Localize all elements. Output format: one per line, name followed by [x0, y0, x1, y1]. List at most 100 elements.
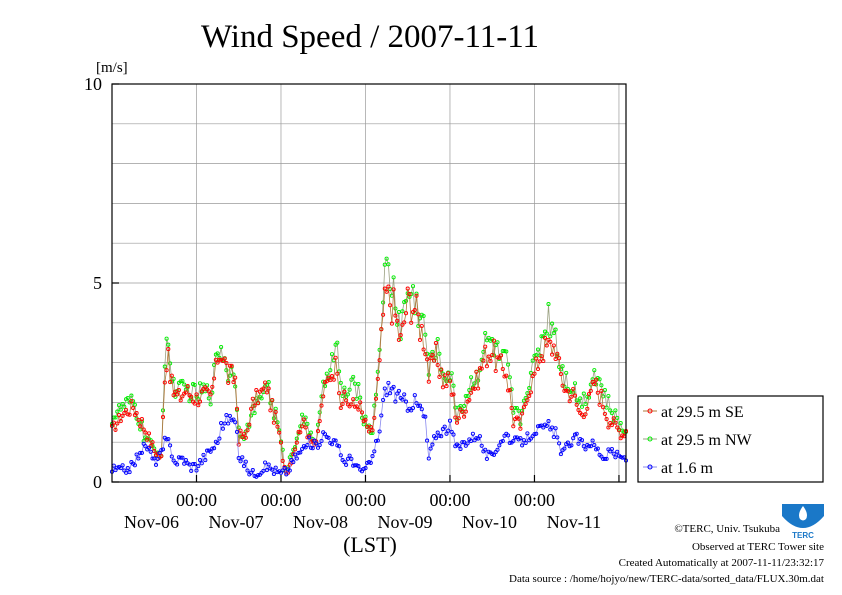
data-point [388, 303, 393, 308]
data-point [521, 438, 526, 443]
data-point [229, 363, 234, 368]
data-point [264, 468, 269, 473]
data-point [500, 366, 505, 372]
y-tick-label: 10 [84, 74, 102, 94]
data-point [423, 332, 428, 337]
data-point [234, 429, 240, 434]
data-point [579, 438, 585, 443]
data-point [525, 391, 530, 396]
data-point [178, 398, 183, 403]
data-point [484, 364, 489, 369]
data-point [139, 417, 144, 422]
data-point [544, 343, 549, 348]
data-point [498, 353, 504, 358]
data-point [527, 393, 532, 399]
data-point [462, 414, 467, 419]
legend-box [637, 395, 824, 483]
data-point [296, 450, 301, 455]
data-point [388, 391, 393, 396]
data-point [241, 464, 247, 469]
data-point [410, 405, 416, 411]
x-tick-time: 00:00 [514, 490, 555, 510]
data-point [148, 449, 153, 454]
data-point [347, 387, 352, 392]
data-point [152, 448, 157, 454]
data-point [344, 398, 349, 403]
data-point [245, 428, 250, 433]
data-point [419, 407, 424, 412]
data-point [270, 397, 275, 403]
data-point [574, 431, 579, 436]
data-point [310, 446, 315, 451]
data-point [372, 415, 377, 420]
data-point [141, 427, 146, 432]
data-point [298, 430, 303, 435]
data-point [428, 446, 433, 451]
data-point [447, 379, 453, 384]
data-point [506, 388, 511, 393]
data-point [358, 395, 363, 400]
data-point [132, 402, 137, 407]
data-point [615, 425, 620, 430]
data-point [250, 468, 255, 473]
data-point [201, 452, 206, 457]
data-point [414, 401, 419, 406]
data-point [553, 327, 558, 332]
data-point [236, 425, 241, 430]
data-point [410, 284, 416, 289]
data-point [493, 368, 498, 374]
data-point [333, 355, 338, 360]
data-point [532, 371, 537, 376]
data-point [271, 471, 276, 477]
data-point [403, 298, 409, 303]
legend-label: at 29.5 m SE [661, 404, 744, 421]
data-point [569, 443, 574, 448]
data-point [120, 463, 125, 468]
data-point [231, 372, 236, 377]
data-point [601, 394, 606, 399]
data-point [368, 425, 373, 430]
data-point [215, 440, 220, 446]
data-point [351, 374, 356, 379]
created-text: Created Automatically at 2007-11-11/23:3… [619, 557, 825, 569]
data-point [525, 397, 530, 403]
data-point [243, 435, 248, 440]
data-point [159, 454, 164, 459]
data-point [553, 356, 558, 362]
data-point [322, 432, 328, 437]
data-point [238, 428, 243, 433]
data-point [571, 386, 576, 391]
data-point [197, 399, 203, 404]
data-point [449, 429, 454, 434]
data-point [143, 430, 148, 435]
data-point [595, 390, 600, 395]
data-point [421, 414, 426, 419]
data-point [421, 347, 426, 352]
data-point [308, 430, 313, 435]
data-point [197, 458, 203, 463]
data-point [442, 373, 447, 378]
data-point [620, 455, 625, 460]
data-point [384, 256, 389, 261]
data-point [546, 302, 551, 307]
data-point [442, 424, 447, 429]
data-point [476, 386, 481, 391]
data-point [564, 370, 569, 375]
data-point [414, 291, 419, 296]
data-point [439, 434, 444, 439]
data-point [363, 417, 368, 422]
x-tick-date: Nov-08 [293, 512, 348, 532]
data-point [227, 363, 232, 368]
x-tick-time: 00:00 [429, 490, 470, 510]
data-point [293, 447, 298, 452]
data-point [164, 336, 169, 341]
data-point [356, 382, 361, 387]
data-point [507, 388, 512, 393]
data-point [523, 401, 528, 407]
data-point [164, 437, 169, 442]
data-point [280, 458, 285, 463]
data-point [287, 468, 292, 473]
data-point [602, 388, 607, 393]
data-point [590, 438, 595, 443]
